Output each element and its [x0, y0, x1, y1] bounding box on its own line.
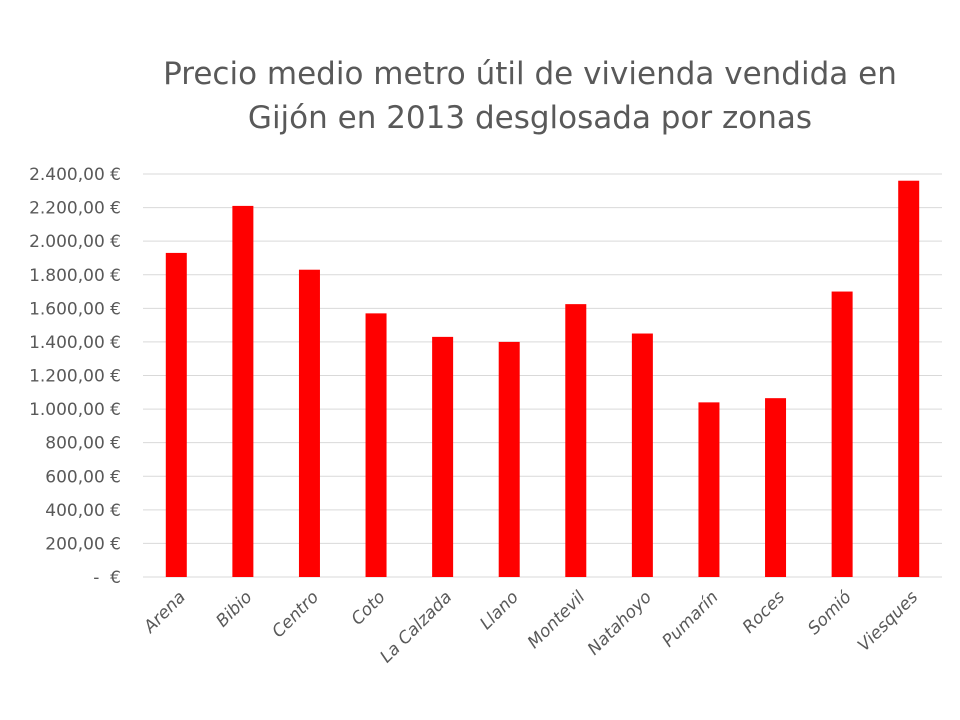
y-tick-label: 1.000,00 €: [29, 400, 121, 420]
y-tick-label: 200,00 €: [45, 534, 121, 554]
y-tick-label: 400,00 €: [45, 501, 121, 521]
y-tick-label: 600,00 €: [45, 467, 121, 487]
bars: [165, 180, 920, 577]
x-category-label: Arena: [139, 587, 189, 637]
y-tick-label: - €: [88, 568, 121, 588]
y-tick-label: 2.000,00 €: [29, 232, 121, 252]
x-category-label: Montevil: [524, 587, 590, 653]
bar: [298, 269, 320, 577]
y-tick-label: 1.800,00 €: [29, 266, 121, 286]
x-category-label: Bibio: [212, 587, 256, 631]
x-category-label: Viesques: [854, 587, 922, 655]
bar: [765, 398, 787, 577]
x-category-label: Roces: [739, 587, 789, 637]
bar: [432, 336, 454, 577]
y-tick-label: 1.400,00 €: [29, 333, 121, 353]
gridlines: [143, 173, 942, 578]
y-tick-label: 2.400,00 €: [29, 165, 121, 185]
x-category-label: Centro: [268, 587, 323, 642]
bar: [565, 304, 587, 577]
y-tick-label: 1.600,00 €: [29, 299, 121, 319]
y-tick-label: 1.200,00 €: [29, 367, 121, 387]
x-category-label: Pumarín: [659, 587, 723, 651]
chart-title-line-2: Gijón en 2013 desglosada por zonas: [248, 100, 812, 136]
y-tick-label: 800,00 €: [45, 434, 121, 454]
bar: [698, 402, 720, 577]
bar: [232, 205, 254, 577]
y-tick-label: 2.200,00 €: [29, 199, 121, 219]
chart-title-line-1: Precio medio metro útil de vivienda vend…: [163, 56, 897, 92]
x-category-label: Natahoyo: [584, 587, 656, 659]
x-category-label: Coto: [348, 587, 390, 629]
x-category-label: Llano: [476, 587, 523, 634]
bar: [831, 291, 853, 577]
bar: [165, 252, 187, 577]
bar: [898, 180, 920, 577]
bar: [365, 313, 387, 577]
x-category-label: Somió: [804, 587, 856, 639]
x-category-label: La Calzada: [376, 587, 456, 667]
bar: [631, 333, 653, 577]
bar: [498, 341, 520, 577]
y-axis-tick-labels: - € 200,00 € 400,00 € 600,00 € 800,00 € 1.000…: [29, 165, 121, 588]
